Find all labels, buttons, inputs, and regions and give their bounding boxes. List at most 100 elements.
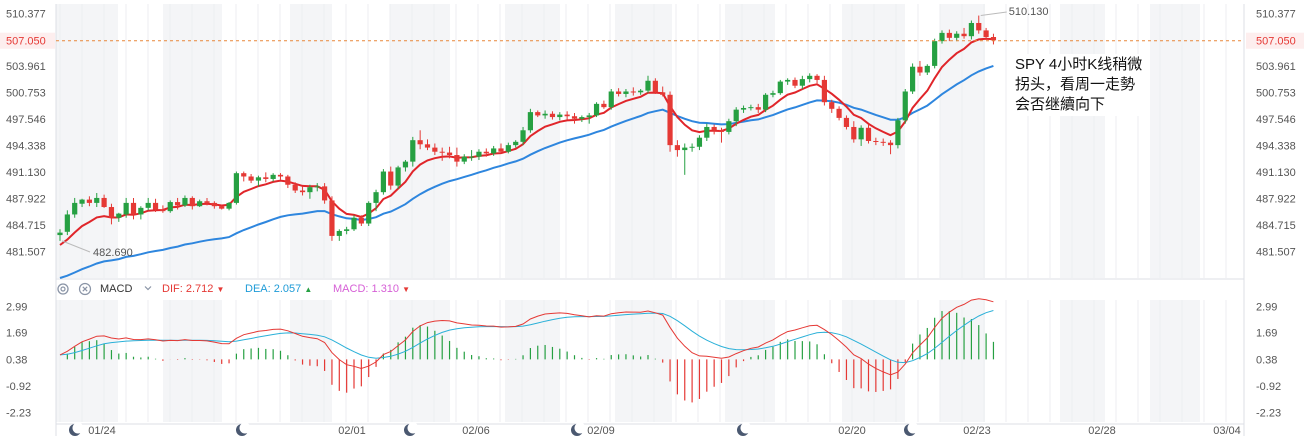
candle (527, 108, 533, 133)
candle-body (961, 33, 967, 37)
candle (763, 93, 769, 113)
candle-body (424, 144, 431, 148)
candle (373, 189, 379, 212)
candle (586, 112, 592, 124)
candle-body (858, 127, 864, 140)
macd-indicator-name[interactable]: MACD (100, 283, 133, 295)
candle (189, 196, 195, 210)
candle-body (116, 213, 122, 218)
candle-body (763, 94, 769, 110)
candle-body (219, 206, 225, 209)
price-tick-left: 510.377 (6, 8, 46, 20)
candle-body (571, 116, 578, 119)
candle (226, 202, 232, 211)
candle-body (336, 230, 342, 236)
candle-body (660, 92, 666, 95)
candle (858, 125, 864, 146)
candle-body (593, 103, 600, 116)
price-tick-right: 510.377 (1256, 8, 1296, 20)
price-tick-left: 481.507 (6, 247, 46, 259)
candle (432, 143, 438, 156)
candle (241, 171, 247, 182)
candle (366, 201, 372, 227)
candle (821, 75, 827, 106)
candle-body (292, 184, 298, 191)
candle (248, 174, 254, 184)
candle-body (652, 80, 658, 93)
candle-body (417, 140, 423, 145)
candle (520, 126, 526, 146)
candle-body (807, 75, 813, 80)
candle (593, 102, 600, 118)
candle-body (152, 202, 159, 210)
candle-body (513, 141, 519, 146)
candle (461, 154, 467, 165)
candle (285, 174, 291, 189)
session-band (505, 4, 560, 278)
price-tick-left: 500.753 (6, 88, 46, 100)
candle (299, 186, 306, 196)
candle (380, 169, 386, 195)
candle (469, 150, 475, 161)
candle (777, 79, 783, 95)
candle (410, 136, 416, 167)
candle-body (329, 200, 335, 236)
candle (689, 143, 695, 152)
candle-body (726, 121, 732, 132)
candle-body (64, 214, 70, 232)
candle-body (924, 65, 930, 73)
candle-body (623, 91, 629, 94)
candle (851, 121, 857, 143)
candle-body (873, 141, 879, 142)
moon-icon (404, 422, 419, 436)
candle-body (167, 202, 173, 212)
current-price-tag-right (1246, 32, 1304, 49)
candle-body (314, 186, 320, 188)
candle (638, 89, 644, 95)
candle (108, 203, 115, 225)
triangle-down-icon: ▼ (216, 285, 225, 294)
candle (704, 123, 710, 141)
moon-icon-cut (239, 422, 251, 434)
candle (336, 229, 342, 241)
session-band (725, 4, 775, 278)
candle-body (748, 107, 754, 109)
candle (86, 196, 92, 207)
macd-dif-label: DIF: (162, 283, 183, 295)
price-tick-right: 487.922 (1256, 194, 1296, 206)
candle-body (880, 141, 886, 143)
candle (990, 33, 997, 45)
candle (116, 212, 122, 222)
candle-body (277, 174, 284, 177)
settings-icon[interactable] (56, 282, 70, 299)
session-band (1060, 4, 1105, 278)
close-icon[interactable] (78, 282, 92, 299)
candle (623, 89, 629, 98)
candle (792, 77, 798, 89)
candle-body (601, 103, 607, 108)
candle (843, 115, 850, 130)
candle (932, 38, 938, 69)
candle (917, 60, 923, 76)
candle (513, 140, 519, 148)
candle-body (799, 79, 805, 86)
chevron-down-icon[interactable] (143, 283, 153, 296)
candle (152, 198, 159, 212)
price-tick-left: 491.130 (6, 167, 46, 179)
candle-body (270, 174, 276, 179)
candle (549, 111, 556, 120)
candle (910, 63, 916, 94)
candle-body (491, 148, 497, 154)
candle-body (557, 114, 563, 118)
candle (255, 175, 262, 187)
candle-body (175, 202, 181, 206)
macd-tick-left: 1.69 (6, 328, 27, 340)
candle-body (792, 79, 798, 86)
candle-body (182, 197, 188, 206)
candle-body (638, 90, 644, 93)
candle (491, 145, 497, 156)
price-tick-right: 491.130 (1256, 167, 1296, 179)
candle-body (461, 156, 467, 162)
candle-body (976, 22, 982, 31)
